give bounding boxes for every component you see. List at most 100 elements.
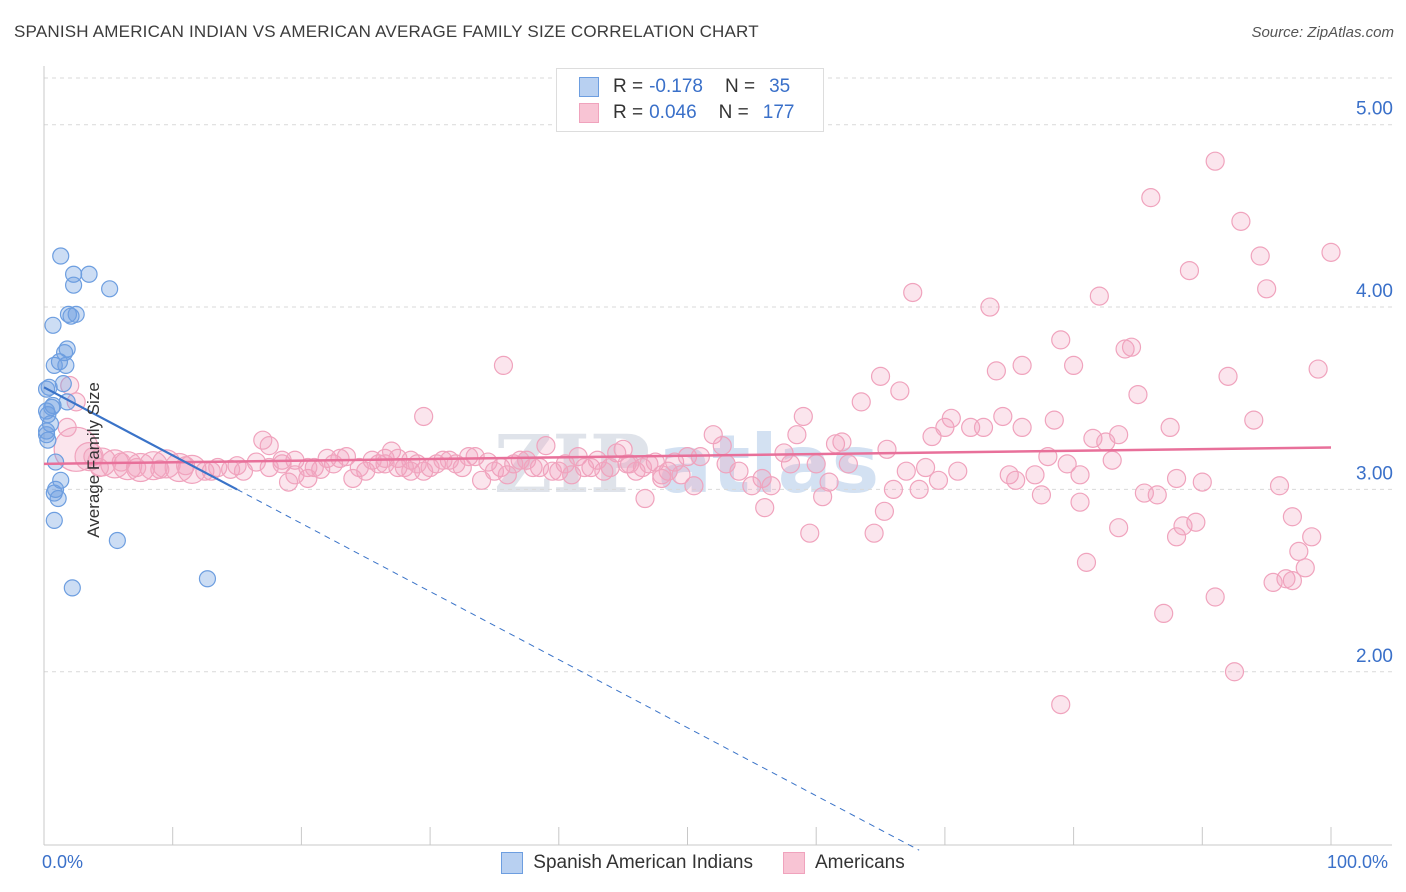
american-point <box>980 297 1000 317</box>
american-point <box>1044 410 1064 430</box>
y-tick-label: 3.00 <box>1356 463 1393 484</box>
y-tick-label: 4.00 <box>1356 281 1393 302</box>
american-point <box>83 446 103 467</box>
american-point <box>883 479 904 500</box>
american-point <box>594 461 614 481</box>
american-point <box>1257 279 1277 299</box>
american-point <box>1321 242 1341 262</box>
legend-row-spanish-american-indians: R = -0.178 N = 35 <box>579 75 790 99</box>
american-point <box>1295 558 1315 578</box>
american-point <box>523 457 543 478</box>
american-point <box>1250 246 1270 266</box>
american-point <box>948 461 968 481</box>
american-point <box>941 408 961 428</box>
legend-r-label: R = <box>613 102 644 123</box>
american-point <box>1102 450 1122 470</box>
american-point <box>780 454 801 474</box>
x-tick-label-right: 100.0% <box>1327 852 1389 872</box>
american-point <box>1051 694 1071 715</box>
spanish-american-indian-point <box>52 247 70 265</box>
american-point <box>127 457 147 478</box>
american-point <box>712 436 732 456</box>
spanish-american-indian-point <box>63 579 81 597</box>
american-point <box>1109 425 1129 445</box>
american-point <box>774 443 794 463</box>
american-point <box>1109 518 1129 538</box>
american-point <box>1070 492 1090 512</box>
legend-n-value: 35 <box>769 76 791 97</box>
spanish-american-indians-trend-line <box>43 386 238 491</box>
american-point <box>1006 470 1026 490</box>
american-point <box>1186 512 1206 532</box>
american-point <box>1128 384 1148 405</box>
american-point <box>1025 465 1045 485</box>
spanish-american-indian-point <box>54 375 72 393</box>
american-point <box>986 361 1006 381</box>
series-name: Spanish American Indians <box>533 852 753 873</box>
american-point <box>1141 188 1161 208</box>
american-point <box>639 454 659 474</box>
spanish-american-indians-trend-extension <box>236 488 920 851</box>
american-point <box>497 465 517 485</box>
spanish-american-indian-point <box>37 422 56 440</box>
trend-lines <box>43 386 1332 851</box>
american-point <box>851 392 871 412</box>
american-point <box>278 472 299 492</box>
american-point <box>138 451 168 481</box>
american-point <box>1218 366 1238 386</box>
american-point <box>1308 359 1328 379</box>
series-name: Americans <box>814 852 905 873</box>
american-point <box>1031 485 1052 505</box>
american-point <box>259 436 279 456</box>
american-point <box>652 468 672 489</box>
american-point <box>915 457 936 478</box>
american-point <box>864 523 884 543</box>
american-point <box>1224 662 1245 682</box>
american-point <box>298 468 318 489</box>
american-point <box>1063 355 1084 376</box>
american-point <box>1012 417 1032 438</box>
american-point <box>755 498 775 518</box>
legend-n-label: N = <box>724 76 756 97</box>
american-point <box>330 448 350 469</box>
american-point <box>1154 603 1174 624</box>
chart-source: Source: ZipAtlas.com <box>1251 24 1394 41</box>
american-point <box>1012 355 1032 376</box>
spanish-american-indian-point <box>65 276 83 294</box>
american-point <box>787 425 807 445</box>
american-point <box>973 417 994 438</box>
american-point <box>832 432 852 452</box>
american-point <box>536 436 556 456</box>
american-point <box>742 476 762 496</box>
spanish-american-indian-point <box>46 453 65 471</box>
american-point <box>201 461 221 481</box>
american-point <box>684 476 704 496</box>
american-point <box>761 476 781 496</box>
americans-trend-line <box>43 446 1332 466</box>
american-point <box>874 501 895 521</box>
american-point <box>1289 541 1309 562</box>
chart-title: SPANISH AMERICAN INDIAN VS AMERICAN AVER… <box>14 22 759 41</box>
series-swatch-blue <box>501 852 524 874</box>
spanish-american-indian-point <box>43 398 61 416</box>
series-legend-spanish-american-indians: Spanish American Indians <box>501 852 753 874</box>
american-point <box>993 406 1013 427</box>
american-point <box>1115 339 1135 359</box>
american-point <box>1160 417 1180 438</box>
american-point <box>819 472 839 492</box>
american-point <box>617 454 637 474</box>
american-point <box>1263 572 1283 593</box>
american-point <box>793 406 813 427</box>
legend-n-label: N = <box>718 102 749 123</box>
american-point <box>1205 151 1225 171</box>
spanish-american-indian-point <box>45 511 63 530</box>
y-axis-label: Average Family Size <box>83 382 103 538</box>
american-point <box>1244 410 1264 430</box>
series-legend: Spanish American Indians Americans <box>0 852 1406 874</box>
american-point <box>1269 476 1290 496</box>
american-point <box>1166 527 1187 547</box>
american-point <box>800 523 820 543</box>
american-point <box>401 461 421 481</box>
series-swatch-pink <box>782 852 805 874</box>
